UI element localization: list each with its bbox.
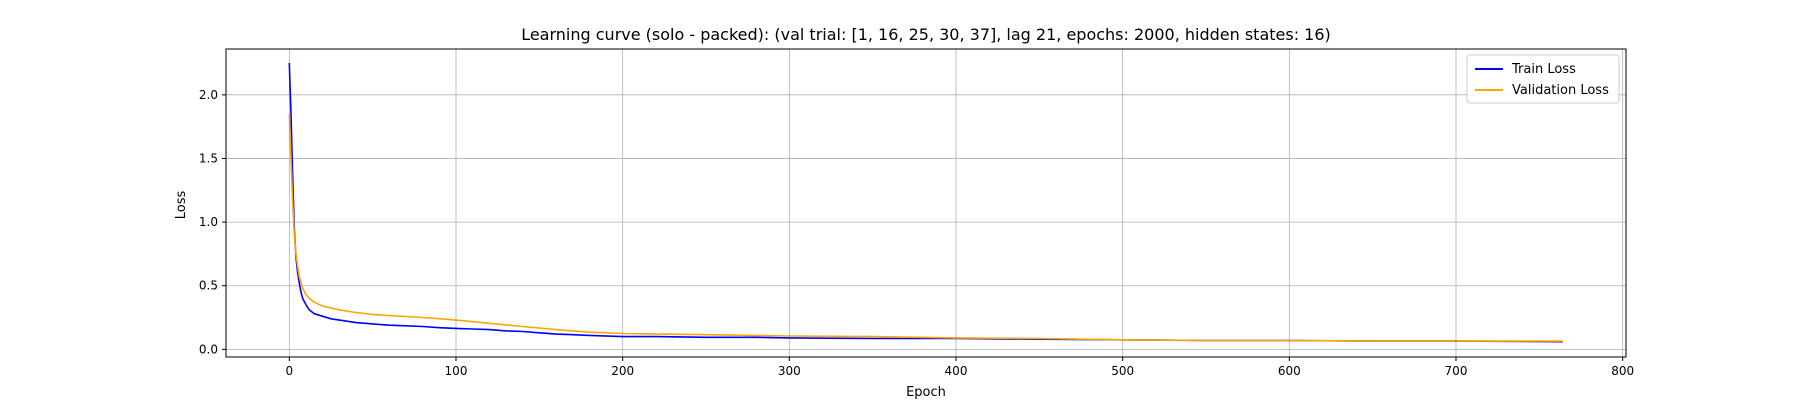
x-axis-label: Epoch — [906, 385, 946, 400]
x-tick-label: 600 — [1278, 364, 1301, 378]
y-axis-label: Loss — [174, 191, 189, 220]
grid — [226, 49, 1626, 357]
axes-frame — [225, 48, 1627, 358]
x-tick-label: 100 — [445, 364, 468, 378]
legend-label-train-loss: Train Loss — [1511, 62, 1576, 77]
train-loss-line — [288, 62, 1563, 343]
legend-box — [1466, 54, 1620, 104]
y-tick-label: 1.5 — [199, 151, 218, 165]
chart-title: Learning curve (solo - packed): (val tri… — [521, 25, 1331, 44]
x-tick-label: 400 — [945, 364, 968, 378]
x-axis-ticks: 0 100 200 300 400 500 600 700 800 — [286, 357, 1634, 378]
x-tick-label: 0 — [286, 364, 294, 378]
x-tick-label: 700 — [1445, 364, 1468, 378]
y-axis-ticks: 0.0 0.5 1.0 1.5 2.0 — [199, 88, 226, 356]
y-tick-label: 0.5 — [199, 279, 218, 293]
y-tick-label: 2.0 — [199, 88, 218, 102]
legend-label-validation-loss: Validation Loss — [1512, 83, 1609, 98]
y-tick-label: 0.0 — [199, 342, 218, 356]
series-layer — [288, 62, 1563, 343]
x-tick-label: 800 — [1611, 364, 1634, 378]
x-tick-label: 300 — [778, 364, 801, 378]
legend: Train Loss Validation Loss — [1466, 54, 1620, 104]
validation-loss-line — [288, 113, 1563, 342]
x-tick-label: 200 — [611, 364, 634, 378]
y-tick-label: 1.0 — [199, 215, 218, 229]
x-tick-label: 500 — [1111, 364, 1134, 378]
